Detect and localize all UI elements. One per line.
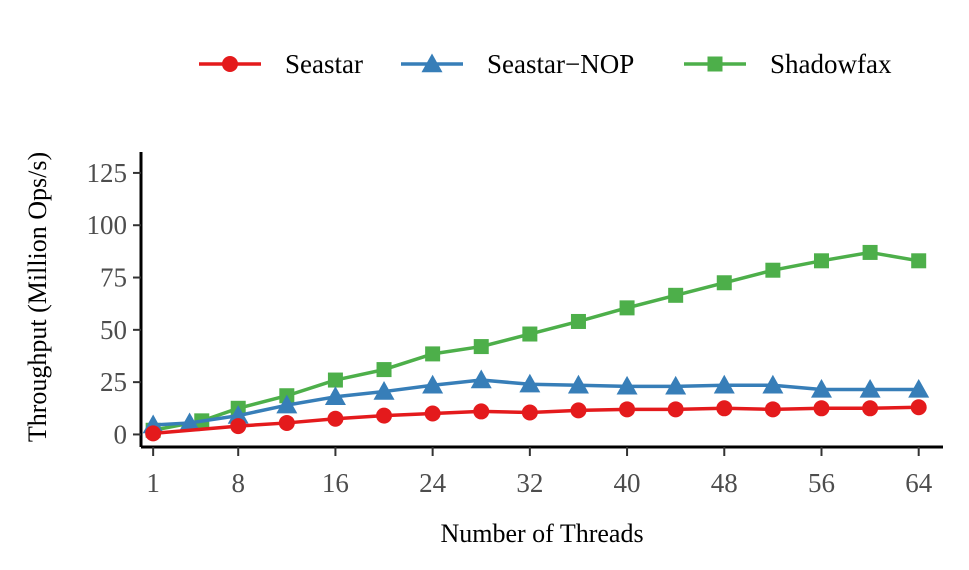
data-point <box>373 381 395 400</box>
legend-label: Shadowfax <box>770 49 892 79</box>
legend-item: Shadowfax <box>684 49 892 79</box>
x-tick-label: 40 <box>614 468 641 498</box>
series-circle <box>145 399 927 442</box>
data-point <box>667 401 684 418</box>
data-point <box>422 374 444 394</box>
data-point <box>327 410 344 427</box>
data-point <box>227 405 249 424</box>
data-point <box>522 326 538 342</box>
x-tick-label: 24 <box>419 468 447 498</box>
data-point <box>813 400 830 417</box>
data-point <box>145 425 162 442</box>
y-tick-label: 0 <box>114 419 128 449</box>
data-point <box>230 418 247 435</box>
data-point <box>910 399 927 416</box>
data-point <box>716 275 732 291</box>
x-axis-title: Number of Threads <box>440 519 643 548</box>
data-point <box>619 300 635 316</box>
legend-marker <box>222 56 238 72</box>
data-point <box>425 346 441 362</box>
data-point <box>862 244 878 260</box>
data-point <box>473 339 489 355</box>
data-point <box>424 405 441 422</box>
data-point <box>762 374 784 394</box>
x-tick-label: 64 <box>905 468 933 498</box>
legend-item: Seastar−NOP <box>401 49 634 79</box>
series-triangle <box>142 369 930 434</box>
data-point <box>813 253 829 269</box>
data-point <box>376 407 393 424</box>
x-tick-label: 48 <box>711 468 738 498</box>
data-point <box>668 287 684 303</box>
x-tick-label: 16 <box>322 468 349 498</box>
data-point <box>324 386 346 405</box>
data-point <box>619 401 636 418</box>
data-point <box>470 369 492 389</box>
data-point <box>765 262 781 278</box>
series-line <box>153 405 919 436</box>
legend-label: Seastar−NOP <box>487 49 634 79</box>
data-point <box>911 253 927 269</box>
x-tick-label: 56 <box>808 468 835 498</box>
data-point <box>616 375 638 395</box>
data-point <box>278 414 295 431</box>
legend-item: Seastar <box>199 49 363 79</box>
y-tick-label: 125 <box>87 158 128 188</box>
data-point <box>908 378 930 398</box>
y-tick-label: 100 <box>87 210 128 240</box>
legend-marker <box>421 53 443 73</box>
axes: 0 25 50 75 100 125 1 8 16 24 32 40 48 56 64 <box>87 152 943 498</box>
y-tick-label: 50 <box>100 315 127 345</box>
data-point <box>859 378 881 398</box>
data-point <box>473 403 490 420</box>
y-axis-title: Throughput (Million Ops/s) <box>23 152 52 442</box>
data-point <box>276 394 298 414</box>
data-point <box>376 362 392 378</box>
series-layer <box>142 244 930 442</box>
y-tick-label: 75 <box>100 263 127 293</box>
data-point <box>570 402 587 419</box>
x-tick-label: 1 <box>146 468 160 498</box>
data-point <box>179 412 201 432</box>
x-tick-label: 8 <box>231 468 245 498</box>
data-point <box>764 401 781 418</box>
y-tick-label: 25 <box>100 367 127 397</box>
data-point <box>716 400 733 417</box>
legend-label: Seastar <box>285 49 363 79</box>
legend: Seastar Seastar−NOP Shadowfax <box>199 49 892 79</box>
data-point <box>713 374 735 394</box>
data-point <box>521 404 538 421</box>
data-point <box>519 373 541 393</box>
data-point <box>570 313 586 329</box>
x-tick-label: 32 <box>516 468 543 498</box>
data-point <box>567 374 589 394</box>
data-point <box>327 372 343 388</box>
legend-marker <box>707 56 723 72</box>
data-point <box>665 375 687 395</box>
data-point <box>810 378 832 398</box>
data-point <box>862 400 879 417</box>
